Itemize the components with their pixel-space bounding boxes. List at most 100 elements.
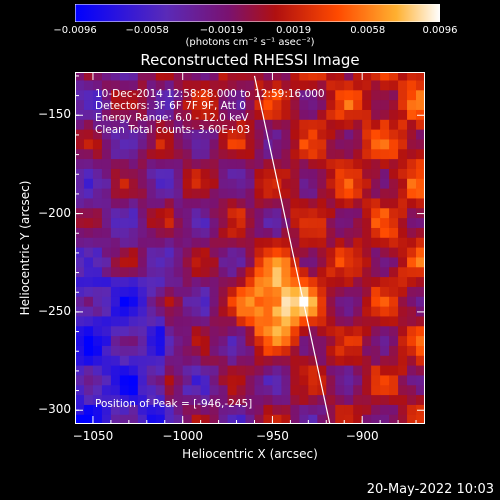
heatmap-cell <box>254 345 265 356</box>
heatmap-cell <box>128 374 139 386</box>
heatmap-cell <box>371 365 381 376</box>
heatmap-cell <box>155 197 166 209</box>
heatmap-cell <box>83 374 94 386</box>
heatmap-cell <box>254 374 265 386</box>
heatmap-cell <box>407 158 417 169</box>
heatmap-cell <box>335 158 345 169</box>
heatmap-cell <box>155 99 166 110</box>
heatmap-cell <box>281 276 291 287</box>
heatmap-cell <box>245 276 256 287</box>
heatmap-cell <box>137 119 148 130</box>
heatmap-cell <box>389 384 399 396</box>
heatmap-cell <box>101 217 112 228</box>
heatmap-cell <box>182 217 193 228</box>
heatmap-cell <box>200 414 211 424</box>
heatmap-cell <box>362 227 372 238</box>
heatmap-cell <box>326 247 336 258</box>
heatmap-cell <box>200 188 211 199</box>
heatmap-cell <box>209 404 220 415</box>
heatmap-cell <box>83 89 94 101</box>
heatmap-cell <box>263 315 274 327</box>
heatmap-cell <box>389 217 399 228</box>
heatmap-cell <box>299 237 309 248</box>
heatmap-cell <box>263 188 274 199</box>
heatmap-cell <box>326 256 336 268</box>
heatmap-cell <box>398 414 408 424</box>
heatmap-cell <box>362 148 372 160</box>
heatmap-cell <box>335 276 345 287</box>
heatmap-cell <box>263 129 274 140</box>
heatmap-cell <box>344 286 354 297</box>
heatmap-cell <box>83 335 94 346</box>
heatmap-cell <box>164 374 175 386</box>
heatmap-cell <box>218 138 229 150</box>
heatmap-cell <box>236 237 247 248</box>
heatmap-cell <box>218 306 229 317</box>
heatmap-cell <box>75 158 85 169</box>
heatmap-cell <box>272 414 283 424</box>
heatmap-cell <box>299 227 309 238</box>
heatmap-cell <box>200 207 211 219</box>
heatmap-cell <box>389 394 399 405</box>
heatmap-cell <box>182 99 193 110</box>
heatmap-cell <box>128 79 139 91</box>
heatmap-cell <box>272 129 283 140</box>
heatmap-cell <box>335 345 345 356</box>
heatmap-cell <box>200 296 211 307</box>
heatmap-cell <box>101 207 112 219</box>
heatmap-cell <box>182 148 193 160</box>
heatmap-cell <box>416 129 425 140</box>
heatmap-cell <box>191 158 202 169</box>
heatmap-cell <box>290 266 300 278</box>
heatmap-cell <box>83 296 94 307</box>
heatmap-cell <box>227 335 238 346</box>
annotation-counts: Clean Total counts: 3.60E+03 <box>95 124 251 136</box>
heatmap-cell <box>200 266 211 278</box>
heatmap-cell <box>128 365 139 376</box>
heatmap-cell <box>92 158 103 169</box>
heatmap-cell <box>389 296 399 307</box>
heatmap-cell <box>83 306 94 317</box>
heatmap-cell <box>128 138 139 150</box>
heatmap-cell <box>353 414 363 424</box>
heatmap-cell <box>245 72 256 81</box>
heatmap-cell <box>335 286 345 297</box>
heatmap-cell <box>416 217 425 228</box>
heatmap-cell <box>155 72 166 81</box>
heatmap-cell <box>209 306 220 317</box>
heatmap-cell <box>344 158 354 169</box>
heatmap-cell <box>155 404 166 415</box>
heatmap-cell <box>344 197 354 209</box>
heatmap-cell <box>227 237 238 248</box>
heatmap-cell <box>326 276 336 287</box>
heatmap-cell <box>344 296 354 307</box>
heatmap-cell <box>407 256 417 268</box>
heatmap-cell <box>209 207 220 219</box>
heatmap-cell <box>83 197 94 209</box>
heatmap-cell <box>281 109 291 120</box>
heatmap-cell <box>389 72 399 81</box>
heatmap-cell <box>236 394 247 405</box>
heatmap-cell <box>245 138 256 150</box>
heatmap-cell <box>416 414 425 424</box>
heatmap-cell <box>164 227 175 238</box>
y-tick-label: −200 <box>38 205 71 220</box>
heatmap-cell <box>317 365 327 376</box>
heatmap-cell <box>371 256 381 268</box>
heatmap-cell <box>353 227 363 238</box>
heatmap-cell <box>326 374 336 386</box>
heatmap-cell <box>236 217 247 228</box>
heatmap-cell <box>290 168 300 179</box>
heatmap-cell <box>407 129 417 140</box>
heatmap-cell <box>245 315 256 327</box>
heatmap-cell <box>119 109 130 120</box>
heatmap-cell <box>128 109 139 120</box>
heatmap-cell <box>155 247 166 258</box>
heatmap-cell <box>380 374 390 386</box>
heatmap-cell <box>83 325 94 337</box>
heatmap-cell <box>398 365 408 376</box>
heatmap-cell <box>362 178 372 189</box>
heatmap-cell <box>191 138 202 150</box>
heatmap-cell <box>182 345 193 356</box>
heatmap-cell <box>173 217 184 228</box>
